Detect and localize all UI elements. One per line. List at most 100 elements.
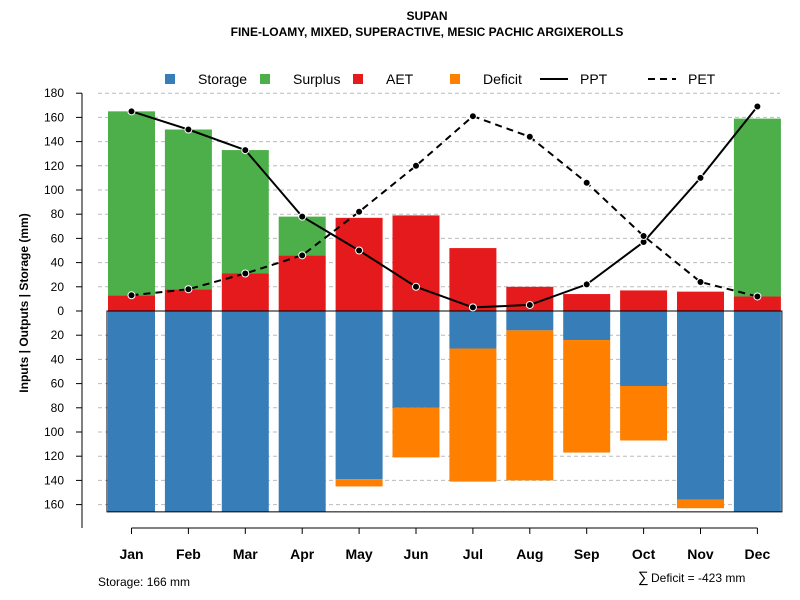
ppt-point	[525, 300, 534, 309]
storage-bar	[221, 311, 269, 512]
x-tick-label: Aug	[516, 546, 543, 562]
y-tick-label: 80	[51, 207, 65, 221]
legend-label-ppt: PPT	[580, 71, 608, 87]
y-tick-label: 140	[44, 135, 64, 149]
aet-bar	[108, 295, 155, 311]
aet-bar	[164, 289, 212, 311]
storage-bar	[449, 311, 497, 349]
pet-point	[753, 292, 762, 301]
ppt-point	[241, 146, 250, 155]
legend-swatch-aet	[353, 74, 363, 84]
points	[127, 102, 762, 312]
y-tick-label: 100	[44, 425, 64, 439]
surplus-bar	[733, 118, 781, 297]
storage-bar	[392, 311, 440, 408]
aet-bar	[221, 273, 269, 311]
aet-bar	[335, 217, 383, 311]
pet-point	[525, 132, 534, 141]
pet-point	[696, 277, 705, 286]
deficit-bar	[563, 340, 611, 453]
storage-bar	[506, 311, 554, 331]
ppt-point	[355, 246, 364, 255]
storage-bar	[108, 311, 155, 512]
legend-label-storage: Storage	[198, 71, 247, 87]
aet-bar	[278, 255, 326, 311]
y-tick-label: 0	[57, 304, 64, 318]
chart-subtitle: FINE-LOAMY, MIXED, SUPERACTIVE, MESIC PA…	[231, 25, 624, 39]
deficit-bar	[335, 479, 383, 487]
x-axis: Jan Feb Mar Apr May Jun Jul Aug Sep Oct Nov Dec	[119, 527, 771, 562]
chart-title: SUPAN	[406, 9, 447, 23]
lines	[131, 105, 759, 309]
y-tick-label: 100	[44, 183, 64, 197]
legend-label-pet: PET	[688, 71, 716, 87]
y-tick-label: 40	[51, 352, 65, 366]
storage-frame	[106, 310, 783, 513]
y-tick-label: 20	[51, 280, 65, 294]
y-tick-label: 180	[44, 86, 64, 100]
ppt-point	[753, 102, 762, 111]
deficit-bar	[506, 330, 554, 481]
legend-label-deficit: Deficit	[483, 71, 522, 87]
legend: Storage Surplus AET Deficit PPT PET	[165, 71, 716, 87]
pet-point	[298, 251, 307, 260]
y-axis-label: Inputs | Outputs | Storage (mm)	[17, 213, 31, 392]
aet-bar	[733, 296, 781, 311]
bars	[108, 111, 781, 512]
pet-point	[468, 112, 477, 121]
pet-point	[412, 161, 420, 170]
aet-bar	[620, 290, 668, 311]
deficit-bar	[677, 499, 724, 509]
storage-bar	[164, 311, 212, 512]
legend-label-aet: AET	[386, 71, 414, 87]
pet-point	[184, 285, 193, 294]
surplus-bar	[108, 111, 155, 296]
legend-label-surplus: Surplus	[293, 71, 340, 87]
x-tick-label: May	[345, 546, 372, 562]
x-tick-label: Apr	[290, 546, 315, 562]
ppt-point	[468, 303, 477, 312]
deficit-bar	[620, 386, 668, 441]
x-tick-label: Dec	[745, 546, 771, 562]
x-tick-label: Nov	[687, 546, 714, 562]
y-tick-label: 120	[44, 159, 64, 173]
y-tick-label: 20	[51, 328, 65, 342]
storage-bar	[620, 311, 668, 387]
y-axis: 180 160 140 120 100 80 60 40 20 0 20 40 60 80 100 120 14…	[44, 86, 83, 528]
ppt-point	[582, 280, 591, 289]
x-tick-label: Jan	[119, 546, 143, 562]
pet-point	[355, 207, 364, 216]
legend-swatch-deficit	[450, 74, 460, 84]
storage-bar	[278, 311, 326, 512]
pet-point	[582, 178, 591, 187]
deficit-bar	[449, 348, 497, 482]
ppt-point	[184, 125, 193, 134]
storage-bar	[563, 311, 611, 341]
x-tick-label: Jun	[404, 546, 429, 562]
x-tick-label: Feb	[176, 546, 201, 562]
y-tick-label: 160	[44, 498, 64, 512]
ppt-point	[412, 282, 420, 291]
y-tick-label: 80	[51, 401, 65, 415]
legend-swatch-surplus	[260, 74, 270, 84]
y-tick-label: 60	[51, 377, 65, 391]
surplus-bar	[221, 150, 269, 274]
legend-swatch-storage	[165, 74, 175, 84]
pet-point	[639, 231, 648, 240]
aet-bar	[449, 248, 497, 311]
ppt-point	[298, 212, 307, 221]
x-tick-label: Sep	[574, 546, 600, 562]
y-tick-label: 60	[51, 231, 65, 245]
aet-bar	[563, 294, 611, 311]
ppt-point	[696, 173, 705, 182]
storage-bar	[677, 311, 724, 500]
deficit-note: Deficit = -423 mm	[651, 571, 745, 585]
y-tick-label: 160	[44, 110, 64, 124]
x-tick-label: Mar	[233, 546, 258, 562]
surplus-bar	[278, 216, 326, 256]
y-tick-label: 120	[44, 449, 64, 463]
storage-bar	[335, 311, 383, 480]
x-tick-label: Jul	[463, 546, 483, 562]
storage-note: Storage: 166 mm	[98, 575, 190, 589]
